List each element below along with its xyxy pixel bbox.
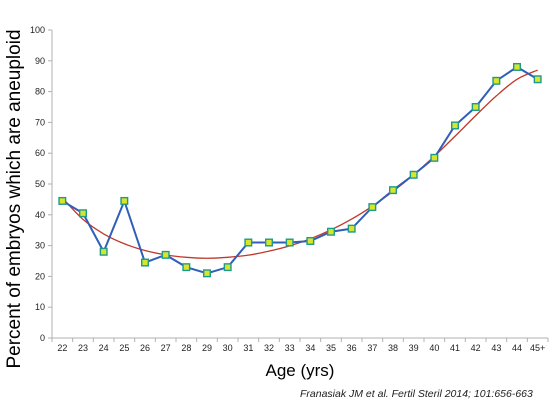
y-tick-label: 20: [35, 271, 45, 281]
series-data-line: [61, 65, 539, 275]
x-axis-label: Age (yrs): [266, 361, 335, 380]
x-tick-label: 27: [161, 343, 171, 353]
x-tick-label: 28: [181, 343, 191, 353]
x-tick-label: 44: [512, 343, 522, 353]
y-tick-label: 40: [35, 210, 45, 220]
x-tick-label: 40: [429, 343, 439, 353]
x-tick-label: 45+: [530, 343, 545, 353]
data-point: [430, 153, 439, 162]
data-point: [202, 269, 211, 278]
data-point: [451, 121, 460, 130]
y-tick-label: 0: [40, 333, 45, 343]
data-point: [182, 263, 191, 272]
data-point: [513, 62, 522, 71]
x-tick-label: 29: [202, 343, 212, 353]
data-point: [389, 186, 398, 195]
data-point: [306, 236, 315, 245]
y-axis: 0 10 20 30 40 50 60 70 80 90 100: [30, 25, 53, 343]
data-point: [120, 196, 129, 205]
data-point: [285, 238, 294, 247]
y-tick-label: 60: [35, 148, 45, 158]
y-tick-label: 90: [35, 56, 45, 66]
x-tick-label: 23: [78, 343, 88, 353]
y-axis-label: Percent of embryos which are aneuploid: [4, 29, 25, 368]
data-point: [99, 247, 108, 256]
y-tick-label: 100: [30, 25, 45, 35]
y-tick-label: 10: [35, 302, 45, 312]
y-tick-label: 70: [35, 117, 45, 127]
x-tick-label: 34: [305, 343, 315, 353]
data-point: [161, 250, 170, 259]
citation: Franasiak JM et al. Fertil Steril 2014; …: [300, 388, 533, 400]
y-tick-label: 50: [35, 179, 45, 189]
x-tick-label: 31: [243, 343, 253, 353]
y-tick-label: 30: [35, 241, 45, 251]
x-tick-label: 39: [409, 343, 419, 353]
x-tick-label: 33: [285, 343, 295, 353]
y-tick-label: 80: [35, 87, 45, 97]
data-point: [244, 238, 253, 247]
data-point: [368, 203, 377, 212]
x-tick-label: 43: [491, 343, 501, 353]
data-point: [223, 263, 232, 272]
data-point: [78, 209, 87, 218]
x-tick-label: 42: [471, 343, 481, 353]
data-point: [409, 170, 418, 179]
data-point: [140, 258, 149, 267]
data-point: [58, 196, 67, 205]
x-tick-label: 24: [99, 343, 109, 353]
data-point: [327, 227, 336, 236]
x-tick-label: 22: [57, 343, 67, 353]
x-tick-label: 26: [140, 343, 150, 353]
data-point: [265, 238, 274, 247]
x-tick-label: 37: [367, 343, 377, 353]
x-tick-label: 25: [119, 343, 129, 353]
data-point: [471, 102, 480, 111]
x-tick-label: 35: [326, 343, 336, 353]
x-tick-label: 38: [388, 343, 398, 353]
data-point: [347, 224, 356, 233]
x-axis: 22 23 24 25 26 27 28 29 30 31 32 33 34 35 36 37 38 39 40 41…: [51, 337, 549, 353]
series-group: [58, 62, 542, 278]
x-tick-label: 36: [347, 343, 357, 353]
x-tick-label: 32: [264, 343, 274, 353]
data-point: [492, 76, 501, 85]
x-tick-label: 41: [450, 343, 460, 353]
data-point: [533, 75, 542, 84]
x-tick-label: 30: [223, 343, 233, 353]
